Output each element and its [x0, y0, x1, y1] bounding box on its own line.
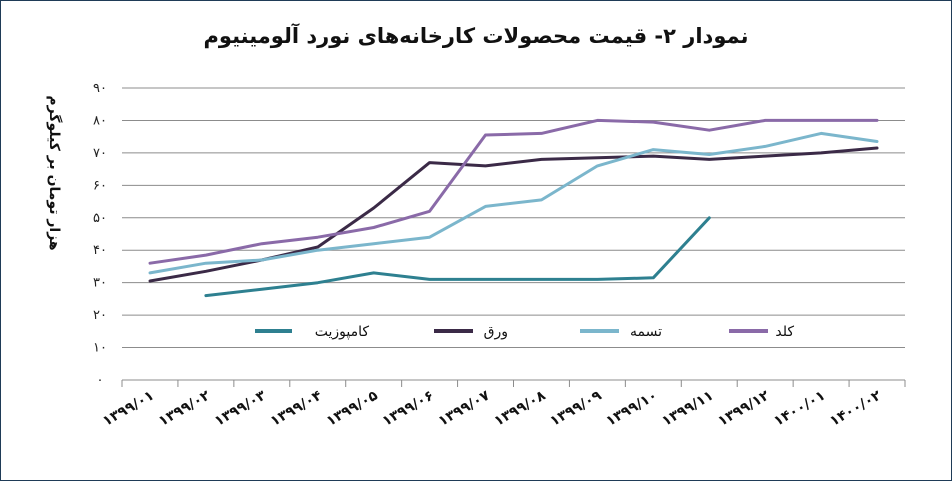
x-tick-label: ۱۳۹۹/۰۱: [100, 388, 157, 430]
legend: کامپوزیت ورق تسمه کلد: [255, 324, 794, 340]
x-axis: [121, 379, 906, 387]
y-tick-labels: ۰ ۱۰ ۲۰ ۳۰ ۴۰ ۵۰ ۶۰ ۷۰ ۸۰ ۹۰: [93, 81, 107, 388]
y-tick-label: ۱۰: [93, 341, 107, 356]
x-tick-label: ۱۳۹۹/۰۵: [324, 387, 381, 429]
y-axis-label: هزار تومان بر کیلوگرم: [46, 95, 63, 250]
legend-label: ورق: [484, 324, 508, 340]
y-tick-label: ۳۰: [93, 276, 107, 291]
legend-label: کامپوزیت: [315, 324, 370, 340]
y-tick-label: ۷۰: [93, 146, 107, 161]
x-tick-label: ۱۳۹۹/۰۲: [156, 387, 213, 429]
series-line: [148, 131, 879, 275]
y-tick-label: ۹۰: [93, 81, 107, 96]
y-tick-label: ۵۰: [93, 211, 107, 226]
x-tick-label: ۱۳۹۹/۰۹: [548, 387, 605, 429]
series-line: [204, 216, 711, 298]
y-tick-label: ۶۰: [93, 178, 107, 193]
legend-label: کلد: [775, 324, 794, 340]
chart-title: نمودار ۲- قیمت محصولات کارخانه‌های نورد …: [203, 24, 749, 48]
x-tick-label: ۱۴۰۰/۰۱: [771, 388, 828, 430]
y-tick-label: ۲۰: [93, 308, 107, 323]
x-tick-label: ۱۳۹۹/۰۴: [268, 387, 325, 429]
series-line: [148, 118, 879, 265]
y-tick-label: ۸۰: [93, 113, 107, 128]
y-tick-label: ۰: [97, 373, 104, 388]
x-tick-label: ۱۳۹۹/۰۷: [436, 387, 493, 429]
legend-label: تسمه: [630, 324, 662, 340]
x-tick-label: ۱۳۹۹/۱۰: [603, 388, 660, 430]
y-tick-label: ۴۰: [93, 243, 107, 258]
x-tick-label: ۱۳۹۹/۰۸: [492, 387, 549, 429]
x-tick-label: ۱۴۰۰/۰۲: [827, 387, 884, 429]
x-tick-label: ۱۳۹۹/۰۶: [380, 388, 437, 430]
series-lines: [148, 118, 879, 298]
gridlines: [122, 87, 905, 349]
x-tick-label: ۱۳۹۹/۱۲: [715, 387, 772, 429]
x-tick-label: ۱۳۹۹/۱۱: [659, 388, 716, 430]
x-tick-label: ۱۳۹۹/۰۳: [212, 387, 269, 429]
x-tick-labels: ۱۳۹۹/۰۱ ۱۳۹۹/۰۲ ۱۳۹۹/۰۳ ۱۳۹۹/۰۴ ۱۳۹۹/۰۵ ۱۳۹۹/…: [100, 387, 884, 429]
